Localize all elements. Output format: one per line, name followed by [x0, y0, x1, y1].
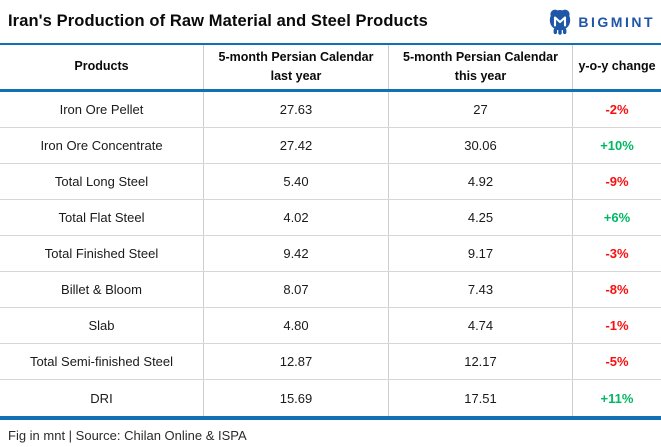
last-year-value: 4.80 [203, 308, 388, 343]
table-row: DRI 15.69 17.51 +11% [0, 380, 661, 416]
table-row: Iron Ore Concentrate 27.42 30.06 +10% [0, 128, 661, 164]
last-year-value: 9.42 [203, 236, 388, 271]
last-year-value: 15.69 [203, 380, 388, 416]
table-row: Billet & Bloom 8.07 7.43 -8% [0, 272, 661, 308]
yoy-change-value: -9% [572, 164, 661, 199]
bigmint-logo-text: BIGMINT [578, 13, 655, 30]
yoy-change-value: -5% [572, 344, 661, 379]
table-row: Total Finished Steel 9.42 9.17 -3% [0, 236, 661, 272]
table-row: Total Flat Steel 4.02 4.25 +6% [0, 200, 661, 236]
product-name: Iron Ore Concentrate [40, 138, 163, 153]
table-row: Slab 4.80 4.74 -1% [0, 308, 661, 344]
yoy-change-value: +11% [572, 380, 661, 416]
this-year-value: 7.43 [388, 272, 572, 307]
product-name: Total Long Steel [54, 174, 149, 189]
last-year-value: 5.40 [203, 164, 388, 199]
this-year-value: 4.25 [388, 200, 572, 235]
col-header-yoy-change: y-o-y change [572, 45, 661, 89]
yoy-change-value: +6% [572, 200, 661, 235]
col-header-line: 5-month Persian Calendar [218, 49, 374, 64]
last-year-value: 12.87 [203, 344, 388, 379]
product-name: Slab [88, 318, 115, 333]
yoy-change-value: -1% [572, 308, 661, 343]
top-bar: Iran's Production of Raw Material and St… [0, 0, 661, 43]
last-year-value: 4.02 [203, 200, 388, 235]
product-name: DRI [90, 390, 113, 406]
col-header-line: y-o-y change [578, 59, 656, 74]
this-year-value: 9.17 [388, 236, 572, 271]
table-row: Total Long Steel 5.40 4.92 -9% [0, 164, 661, 200]
this-year-value: 4.74 [388, 308, 572, 343]
this-year-value: 4.92 [388, 164, 572, 199]
production-table: Products 5-month Persian Calendar last ye… [0, 43, 661, 420]
this-year-value: 30.06 [388, 128, 572, 163]
last-year-value: 27.63 [203, 92, 388, 127]
col-header-this-year: 5-month Persian Calendar this year [388, 45, 572, 89]
product-name: Total Flat Steel [58, 210, 145, 225]
table-body: Iron Ore Pellet 27.63 27 -2% Iron Ore Co… [0, 92, 661, 420]
source-footnote: Fig in mnt | Source: Chilan Online & ISP… [8, 428, 247, 443]
last-year-value: 27.42 [203, 128, 388, 163]
last-year-value: 8.07 [203, 272, 388, 307]
bigmint-logo: BIGMINT [547, 8, 655, 35]
this-year-value: 17.51 [388, 380, 572, 416]
product-name: Iron Ore Pellet [59, 102, 144, 117]
page-title: Iran's Production of Raw Material and St… [8, 12, 428, 30]
table-row: Iron Ore Pellet 27.63 27 -2% [0, 92, 661, 128]
product-name: Total Semi-finished Steel [29, 354, 174, 369]
table-header-row: Products 5-month Persian Calendar last ye… [0, 43, 661, 92]
yoy-change-value: -3% [572, 236, 661, 271]
this-year-value: 12.17 [388, 344, 572, 379]
yoy-change-value: -2% [572, 92, 661, 127]
product-name: Total Finished Steel [44, 246, 159, 261]
col-header-line: this year [454, 69, 507, 83]
col-header-last-year: 5-month Persian Calendar last year [203, 45, 388, 89]
bigmint-helmet-icon [547, 8, 573, 35]
yoy-change-value: +10% [572, 128, 661, 163]
this-year-value: 27 [388, 92, 572, 127]
col-header-line: Products [74, 59, 129, 74]
col-header-line: 5-month Persian Calendar [403, 49, 558, 64]
yoy-change-value: -8% [572, 272, 661, 307]
col-header-line: last year [270, 69, 322, 83]
product-name: Billet & Bloom [61, 282, 142, 297]
table-row: Total Semi-finished Steel 12.87 12.17 -5… [0, 344, 661, 380]
col-header-products: Products [0, 45, 203, 89]
